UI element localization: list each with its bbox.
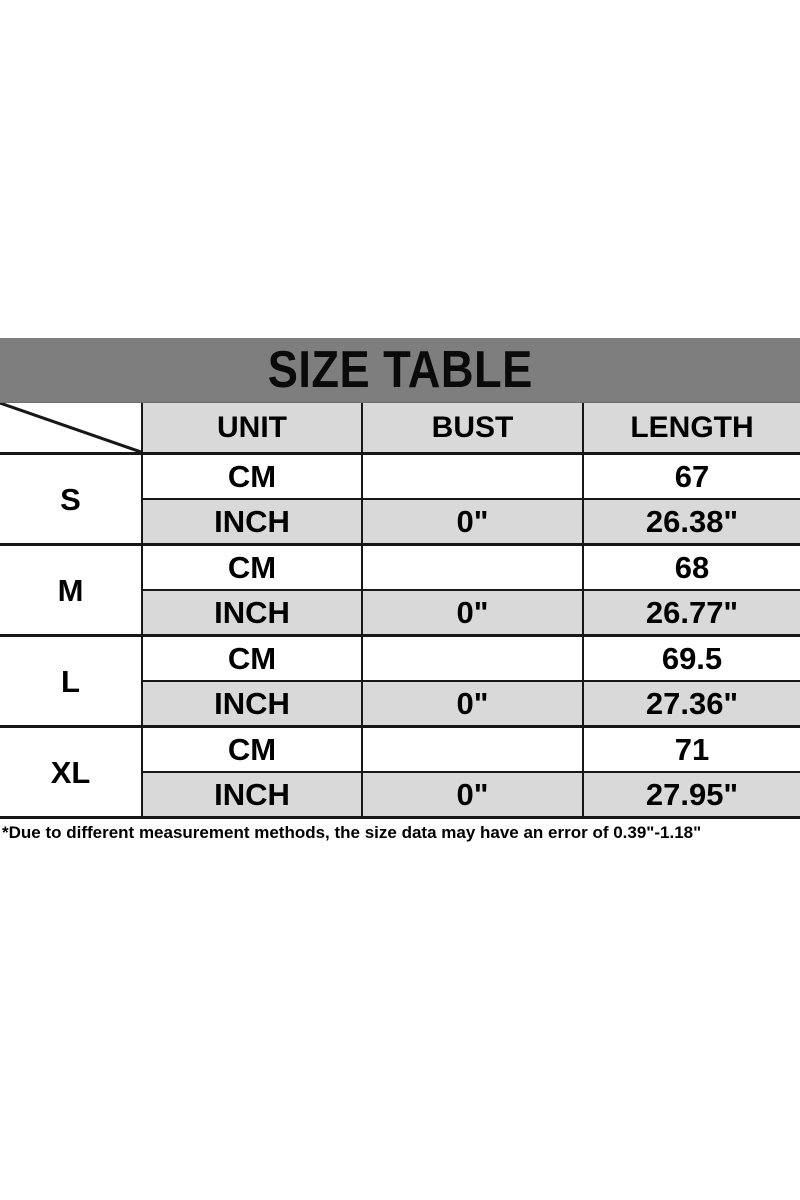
cell-m-inch-unit: INCH — [141, 589, 362, 636]
table-row-l-inch: INCH 0" 27.36" — [0, 680, 800, 727]
table-row-s-cm: S CM 67 — [0, 452, 800, 545]
table-row-s-inch: INCH 0" 26.38" — [0, 498, 800, 545]
cell-s-inch-length: 26.38" — [582, 498, 800, 545]
diagonal-line-icon — [0, 403, 141, 452]
cell-l-cm-length: 69.5 — [582, 634, 800, 681]
size-label-m: M — [0, 543, 142, 636]
table-row-xl-inch: INCH 0" 27.95" — [0, 771, 800, 818]
cell-s-cm-bust — [361, 452, 583, 499]
table-row-xl-cm: XL CM 71 — [0, 725, 800, 818]
column-header-length: LENGTH — [582, 403, 800, 454]
cell-l-cm-unit: CM — [141, 634, 362, 681]
size-chart: SIZE TABLE UNIT BUST LENGTH — [0, 338, 800, 843]
measurement-disclaimer: *Due to different measurement methods, t… — [2, 823, 702, 842]
column-header-bust: BUST — [361, 403, 583, 454]
cell-xl-inch-bust: 0" — [361, 771, 583, 818]
cell-l-inch-length: 27.36" — [582, 680, 800, 727]
table-row-m-cm: M CM 68 — [0, 543, 800, 636]
size-table: UNIT BUST LENGTH S CM 67 INCH 0" 26.38" — [0, 403, 800, 819]
table-row-l-cm: L CM 69.5 — [0, 634, 800, 727]
cell-s-cm-unit: CM — [141, 452, 362, 499]
cell-m-inch-length: 26.77" — [582, 589, 800, 636]
cell-l-cm-bust — [361, 634, 583, 681]
table-row-m-inch: INCH 0" 26.77" — [0, 589, 800, 636]
cell-m-cm-bust — [361, 543, 583, 590]
diagonal-header-cell — [0, 403, 142, 454]
size-chart-title: SIZE TABLE — [267, 341, 533, 399]
cell-m-cm-length: 68 — [582, 543, 800, 590]
cell-l-inch-bust: 0" — [361, 680, 583, 727]
cell-s-inch-unit: INCH — [141, 498, 362, 545]
column-header-unit: UNIT — [141, 403, 362, 454]
cell-m-cm-unit: CM — [141, 543, 362, 590]
cell-l-inch-unit: INCH — [141, 680, 362, 727]
cell-s-inch-bust: 0" — [361, 498, 583, 545]
header-row: UNIT BUST LENGTH — [0, 403, 800, 454]
cell-xl-cm-bust — [361, 725, 583, 772]
cell-xl-inch-length: 27.95" — [582, 771, 800, 818]
cell-xl-inch-unit: INCH — [141, 771, 362, 818]
size-label-xl: XL — [0, 725, 142, 818]
cell-m-inch-bust: 0" — [361, 589, 583, 636]
cell-xl-cm-length: 71 — [582, 725, 800, 772]
size-chart-title-bar: SIZE TABLE — [0, 338, 800, 403]
size-label-l: L — [0, 634, 142, 727]
cell-xl-cm-unit: CM — [141, 725, 362, 772]
cell-s-cm-length: 67 — [582, 452, 800, 499]
size-label-s: S — [0, 452, 142, 545]
